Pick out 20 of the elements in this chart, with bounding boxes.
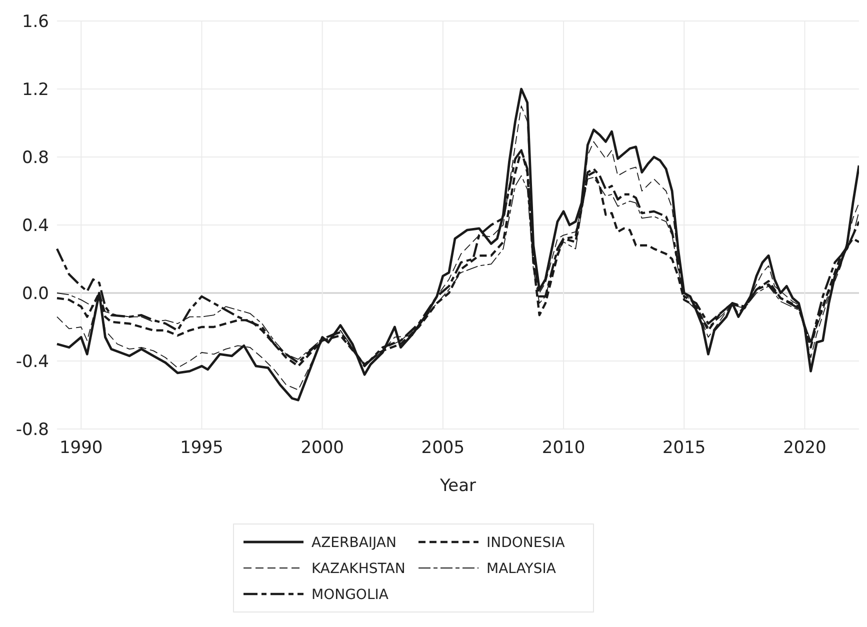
x-axis-title: Year <box>439 476 476 496</box>
y-tick-label: 0.0 <box>22 284 49 304</box>
y-tick-label: 1.6 <box>22 12 49 32</box>
y-tick-label: -0.4 <box>16 352 49 372</box>
y-tick-label: 0.8 <box>22 148 49 168</box>
x-tick-label: 2015 <box>662 438 706 458</box>
x-tick-label: 1990 <box>59 438 103 458</box>
legend-label: KAZAKHSTAN <box>312 560 406 577</box>
x-tick-label: 2000 <box>300 438 344 458</box>
y-tick-label: -0.8 <box>16 420 49 440</box>
legend-label: INDONESIA <box>486 534 566 551</box>
x-tick-label: 2010 <box>542 438 586 458</box>
legend-label: MONGOLIA <box>312 586 389 603</box>
y-tick-label: 0.4 <box>22 216 49 236</box>
legend-label: AZERBAIJAN <box>312 534 396 551</box>
legend-label: MALAYSIA <box>486 560 556 577</box>
x-tick-label: 2020 <box>783 438 826 458</box>
y-tick-label: 1.2 <box>22 80 49 100</box>
x-tick-label: 1995 <box>180 438 224 458</box>
x-tick-label: 2005 <box>421 438 465 458</box>
